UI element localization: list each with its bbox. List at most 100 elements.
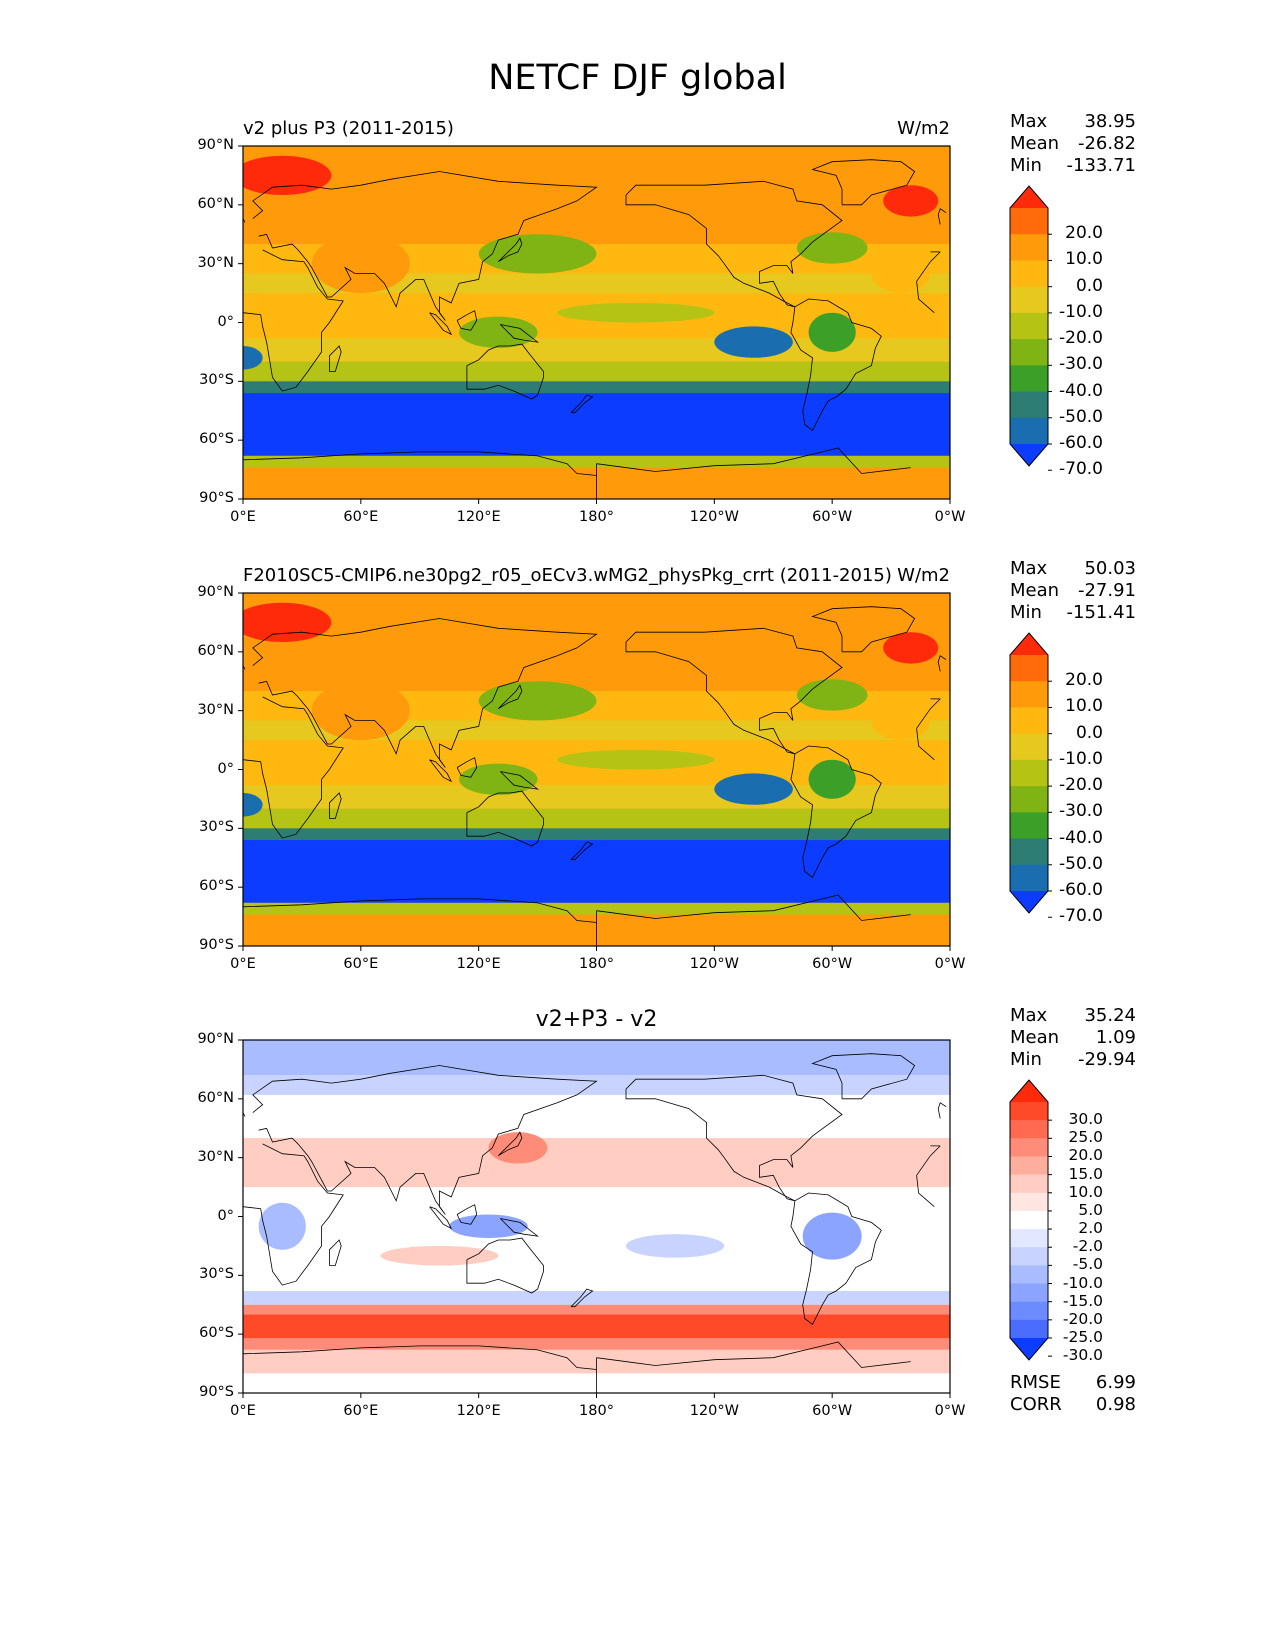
- metric-rmse: RMSE 6.99: [1010, 1372, 1136, 1394]
- panel-units: W/m2: [897, 565, 950, 586]
- colorbar-segment: [1010, 1319, 1048, 1339]
- coastline-antarctica: [243, 1341, 911, 1393]
- colorbar-segment: [1010, 1138, 1048, 1157]
- colorbar-segment: [1010, 1283, 1048, 1303]
- coastline-n_america: [625, 1074, 843, 1202]
- coastline-madagascar: [329, 345, 342, 372]
- lon-tick-label: 0°E: [230, 956, 256, 972]
- stat-min: Min -133.71: [1010, 155, 1136, 177]
- colorbar-label: -60.0: [1059, 880, 1103, 900]
- coastline-europe_asia: [252, 1065, 941, 1215]
- coastline-s_america: [790, 745, 882, 879]
- coastline-japan: [498, 684, 523, 710]
- colorbar-segment: [1010, 1265, 1048, 1285]
- colorbar-label: 25.0: [1068, 1128, 1103, 1147]
- lon-tick-label: 120°E: [456, 1403, 501, 1419]
- field-southern-ocean-max: [243, 1314, 950, 1339]
- field-seatlantic-stratocumulus: [243, 793, 263, 817]
- lon-tick-label: 180°: [579, 956, 614, 972]
- colorbar-segment: [1010, 681, 1048, 708]
- colorbar-label: -60.0: [1059, 433, 1103, 453]
- colorbar-segment: [1010, 1192, 1048, 1212]
- lon-tick-label: 60°E: [343, 956, 379, 972]
- panel-stats: Max 35.24 Mean 1.09 Min -29.94: [1010, 1005, 1136, 1071]
- lon-tick-label: 60°E: [343, 509, 379, 525]
- colorbar-extend-max: [1010, 1080, 1048, 1102]
- field-itcz: [557, 749, 715, 770]
- stat-label: Mean: [1010, 580, 1060, 601]
- field-arabia: [311, 681, 410, 741]
- coastline-africa: [243, 696, 941, 839]
- field-indian-positive: [380, 1245, 499, 1266]
- colorbar-segment: [1010, 1156, 1048, 1176]
- colorbar-segment: [1010, 260, 1048, 288]
- coastline-madagascar: [329, 1239, 342, 1266]
- colorbar-label: -70.0: [1059, 459, 1103, 480]
- coastline-greenland: [811, 159, 916, 206]
- colorbar-label: 10.0: [1065, 249, 1103, 270]
- colorbar-extend-max: [1010, 633, 1048, 655]
- coastline-borneo: [456, 310, 478, 331]
- field-antarctic-margin: [243, 902, 950, 915]
- field-spacific-negative: [625, 1234, 725, 1258]
- field-irminger-max: [883, 185, 939, 217]
- colorbar-segment: [1010, 812, 1048, 840]
- stat-label: Min: [1010, 1049, 1042, 1070]
- colorbar-test: [1009, 185, 1049, 467]
- field-north-atlantic-max: [243, 602, 332, 643]
- coastline-madagascar: [329, 792, 342, 819]
- stat-value: 35.24: [1084, 1005, 1136, 1026]
- lat-tick-label: 30°S: [199, 1266, 234, 1283]
- coastline-australia: [466, 790, 544, 847]
- colorbar-label: 20.0: [1068, 1146, 1103, 1165]
- lon-tick-label: 60°W: [812, 509, 853, 525]
- colorbar-label: -50.0: [1059, 853, 1103, 874]
- stat-value: -133.71: [1066, 155, 1136, 176]
- colorbar-label: -10.0: [1062, 1273, 1103, 1292]
- colorbar-segment: [1010, 707, 1048, 735]
- colorbar-label: -50.0: [1059, 406, 1103, 427]
- lat-tick-label: 60°N: [197, 642, 234, 659]
- lat-tick-label: 90°N: [197, 137, 234, 153]
- colorbar-segment: [1010, 733, 1048, 761]
- panel-left-title: F2010SC5-CMIP6.ne30pg2_r05_oECv3.wMG2_ph…: [243, 565, 892, 586]
- stat-value: 1.09: [1095, 1027, 1136, 1048]
- colorbar-label: 2.0: [1078, 1219, 1103, 1238]
- field-amazon-negative: [802, 1212, 862, 1260]
- lon-tick-label: 0°E: [230, 509, 256, 525]
- colorbar-label: 0.0: [1075, 275, 1103, 296]
- lat-tick-label: 60°S: [199, 878, 234, 895]
- coastline-n_america: [625, 627, 843, 755]
- colorbar-segment: [1010, 759, 1048, 787]
- stat-label: Mean: [1010, 133, 1060, 154]
- coastline-antarctica: [243, 447, 911, 499]
- colorbar-extend-max: [1010, 186, 1048, 208]
- panel-units: W/m2: [897, 118, 950, 139]
- stat-mean: Mean -27.91: [1010, 580, 1136, 602]
- coastline-japan: [498, 237, 523, 263]
- stat-label: Min: [1010, 602, 1042, 623]
- colorbar-label: 15.0: [1068, 1164, 1103, 1183]
- field-atlantic-subtropics: [871, 700, 931, 741]
- lat-tick-label: 30°S: [199, 372, 234, 389]
- colorbar-segment: [1010, 1102, 1048, 1121]
- lon-tick-label: 180°: [579, 1403, 614, 1419]
- colorbar-label: -40.0: [1059, 380, 1103, 401]
- stat-label: Min: [1010, 155, 1042, 176]
- colorbar-segment: [1010, 286, 1048, 314]
- colorbar-segment: [1010, 1174, 1048, 1194]
- coastline-europe_asia: [252, 618, 941, 768]
- lon-tick-label: 120°E: [456, 956, 501, 972]
- panel-stats: Max 38.95 Mean -26.82 Min -133.71: [1010, 111, 1136, 177]
- colorbar-segment: [1010, 391, 1048, 419]
- lat-tick-label: 90°S: [199, 490, 234, 506]
- coastline-n_america: [625, 180, 843, 308]
- colorbar-label: -5.0: [1072, 1255, 1103, 1274]
- field-southern-ocean: [243, 840, 950, 903]
- colorbar-segment: [1010, 838, 1048, 866]
- colorbar-segment: [1010, 312, 1048, 340]
- coastline-japan: [498, 1131, 523, 1157]
- lat-tick-label: 60°S: [199, 1325, 234, 1342]
